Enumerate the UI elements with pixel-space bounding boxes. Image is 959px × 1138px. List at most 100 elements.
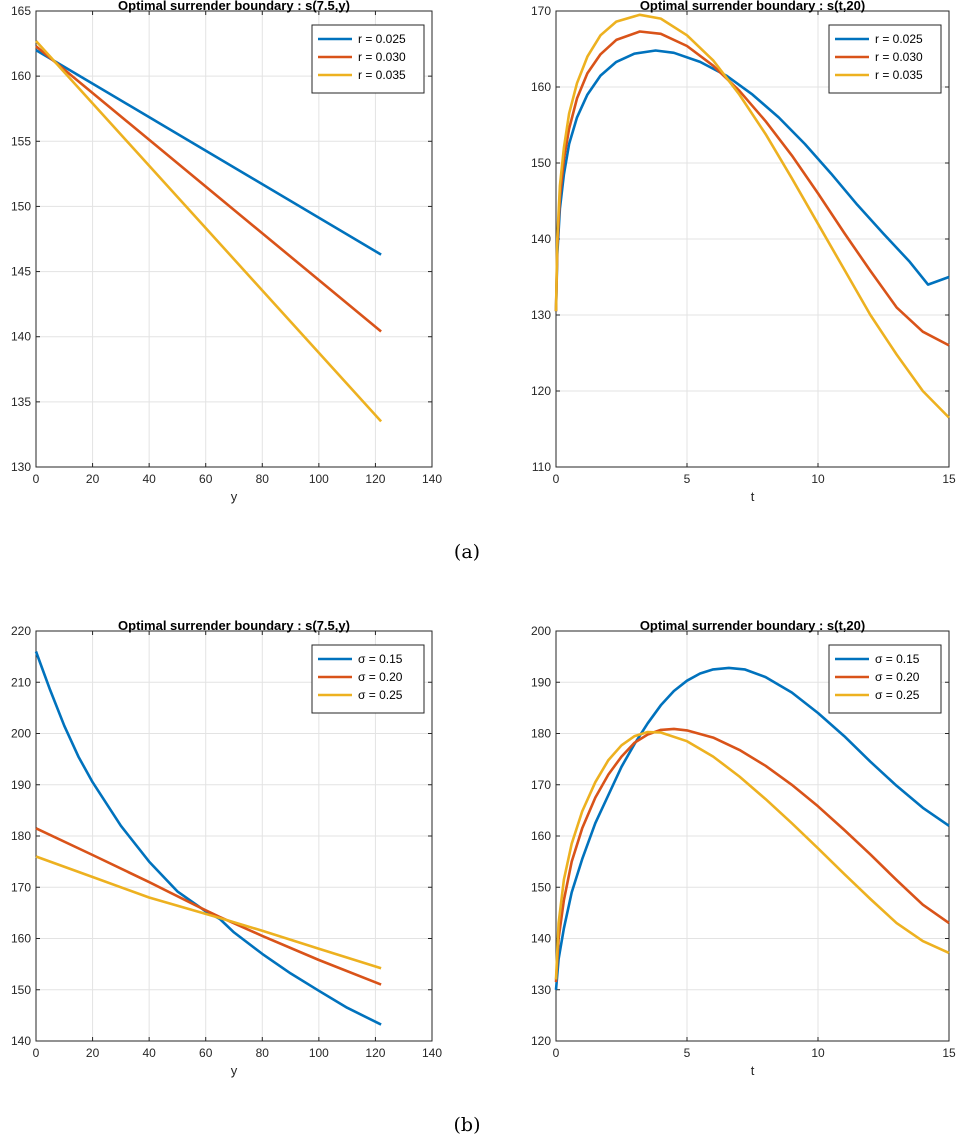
y-tick-label: 170 (531, 778, 551, 792)
legend-box (311, 644, 425, 714)
y-tick-label: 130 (531, 983, 551, 997)
y-tick-label: 140 (531, 232, 551, 246)
x-tick-label: 40 (142, 1046, 156, 1060)
chart-title: Optimal surrender boundary : s(t,20) (640, 618, 865, 633)
legend-label: r = 0.025 (875, 32, 923, 46)
x-tick-label: 10 (811, 472, 825, 486)
y-tick-label: 160 (11, 69, 31, 83)
y-tick-label: 200 (11, 727, 31, 741)
y-tick-label: 130 (531, 308, 551, 322)
y-tick-label: 190 (531, 675, 551, 689)
series-line (554, 730, 950, 980)
x-tick-label: 5 (684, 472, 691, 486)
legend: r = 0.025 r = 0.030 r = 0.035 (828, 24, 942, 94)
series-line (554, 49, 950, 312)
legend-box (828, 24, 942, 94)
x-tick-label: 10 (811, 1046, 825, 1060)
series-line (35, 48, 382, 256)
x-tick-label: 5 (684, 1046, 691, 1060)
y-tick-label: 200 (531, 624, 551, 638)
y-tick-label: 160 (11, 932, 31, 946)
x-tick-label: 0 (33, 472, 40, 486)
x-tick-label: 0 (553, 472, 560, 486)
legend: σ = 0.15 σ = 0.20 σ = 0.25 (828, 644, 942, 714)
x-tick-label: 0 (33, 1046, 40, 1060)
y-tick-label: 140 (531, 932, 551, 946)
legend-label: r = 0.030 (875, 50, 923, 64)
x-tick-label: 15 (942, 472, 956, 486)
legend-box (311, 24, 425, 94)
series-line (554, 727, 950, 983)
legend-label: r = 0.030 (358, 50, 406, 64)
chart-title: Optimal surrender boundary : s(7.5,y) (118, 0, 350, 13)
series-line (35, 45, 382, 333)
y-tick-label: 140 (11, 330, 31, 344)
x-tick-label: 140 (422, 472, 442, 486)
y-tick-label: 190 (11, 778, 31, 792)
y-tick-label: 145 (11, 265, 31, 279)
x-tick-label: 20 (86, 472, 100, 486)
x-tick-label: 60 (199, 1046, 213, 1060)
x-axis-label: t (751, 489, 755, 504)
series-line (554, 666, 950, 990)
x-tick-label: 0 (553, 1046, 560, 1060)
legend-label: r = 0.025 (358, 32, 406, 46)
chart-b-left: 0 20 40 60 80 100 120 140 140 150 160 170 180 190 200 2… (11, 618, 442, 1078)
chart-b-right: 0 5 10 15 120 130 140 150 160 170 180 190 200 Optimal… (531, 618, 956, 1078)
x-tick-label: 140 (422, 1046, 442, 1060)
y-tick-label: 220 (11, 624, 31, 638)
x-tick-label: 120 (365, 1046, 385, 1060)
legend-label: σ = 0.15 (358, 652, 403, 666)
x-axis-label: y (231, 1063, 238, 1078)
legend-label: σ = 0.25 (875, 688, 920, 702)
legend-label: σ = 0.15 (875, 652, 920, 666)
x-tick-label: 100 (309, 472, 329, 486)
y-tick-label: 165 (11, 4, 31, 18)
legend: r = 0.025 r = 0.030 r = 0.035 (311, 24, 425, 94)
series-line (35, 855, 382, 970)
x-tick-label: 60 (199, 472, 213, 486)
series-line (35, 827, 382, 986)
y-tick-label: 120 (531, 384, 551, 398)
y-tick-label: 160 (531, 80, 551, 94)
y-tick-label: 135 (11, 395, 31, 409)
legend-label: σ = 0.20 (875, 670, 920, 684)
x-axis-label: t (751, 1063, 755, 1078)
chart-a-right: 0 5 10 15 110 120 130 140 150 160 170 Optimal surre… (531, 0, 956, 504)
y-tick-label: 170 (531, 4, 551, 18)
series-line (554, 13, 950, 419)
x-axis-label: y (231, 489, 238, 504)
axes-box (35, 10, 433, 468)
y-tick-label: 150 (11, 983, 31, 997)
y-tick-label: 150 (531, 156, 551, 170)
x-tick-label: 100 (309, 1046, 329, 1060)
x-tick-label: 120 (365, 472, 385, 486)
legend-label: r = 0.035 (875, 68, 923, 82)
y-tick-label: 180 (531, 727, 551, 741)
chart-title: Optimal surrender boundary : s(7.5,y) (118, 618, 350, 633)
caption-a: (a) (454, 541, 480, 563)
y-tick-label: 150 (531, 880, 551, 894)
y-tick-label: 180 (11, 829, 31, 843)
series-line (554, 30, 950, 347)
y-tick-label: 140 (11, 1034, 31, 1048)
y-tick-label: 160 (531, 829, 551, 843)
caption-b: (b) (454, 1114, 481, 1136)
y-tick-label: 130 (11, 460, 31, 474)
series-line (34, 651, 382, 1026)
y-tick-label: 150 (11, 199, 31, 213)
chart-a-left: 0 20 40 60 80 100 120 140 130 135 140 145 150 155 160 1… (11, 0, 442, 504)
x-tick-label: 40 (142, 472, 156, 486)
legend-label: σ = 0.25 (358, 688, 403, 702)
legend-label: σ = 0.20 (358, 670, 403, 684)
x-tick-label: 15 (942, 1046, 956, 1060)
y-tick-label: 210 (11, 675, 31, 689)
chart-title: Optimal surrender boundary : s(t,20) (640, 0, 865, 13)
y-tick-label: 110 (532, 460, 551, 474)
legend-box (828, 644, 942, 714)
x-tick-label: 80 (256, 1046, 270, 1060)
x-tick-label: 80 (256, 472, 270, 486)
x-tick-label: 20 (86, 1046, 100, 1060)
y-tick-label: 170 (11, 880, 31, 894)
